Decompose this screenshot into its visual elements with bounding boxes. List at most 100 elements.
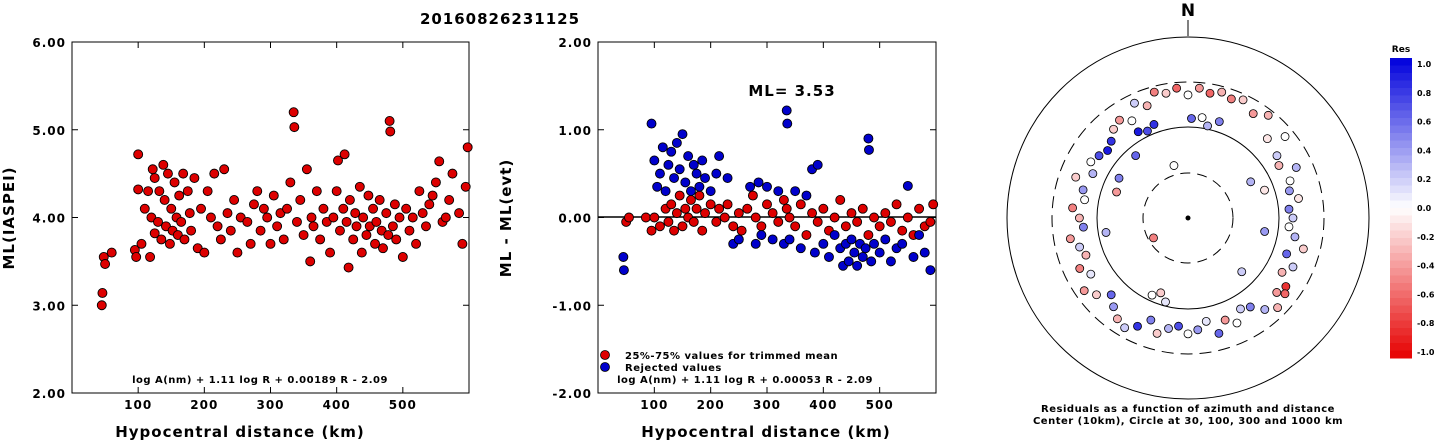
- polar-data-point: [1288, 213, 1298, 223]
- middle-data-point: [919, 247, 930, 258]
- colorbar-title: Res: [1392, 45, 1410, 55]
- middle-data-point: [902, 180, 913, 191]
- polar-data-point: [1146, 315, 1156, 325]
- colorbar-cell: [1390, 125, 1412, 134]
- middle-data-point: [680, 203, 691, 214]
- middle-data-point: [646, 225, 657, 236]
- left-data-point: [356, 247, 367, 258]
- middle-data-point: [680, 177, 691, 188]
- left-formula: log A(nm) + 1.11 log R + 0.00189 R - 2.0…: [132, 375, 388, 386]
- middle-data-point: [674, 164, 685, 175]
- left-data-point: [245, 238, 256, 249]
- polar-data-point: [1086, 269, 1096, 279]
- polar-data-point: [1152, 328, 1162, 338]
- left-data-point: [391, 234, 402, 245]
- middle-data-point: [801, 230, 812, 241]
- left-data-point: [385, 126, 396, 137]
- left-data-point: [335, 225, 345, 236]
- polar-data-point: [1298, 244, 1308, 254]
- polar-caption-2: Center (10km), Circle at 30, 100, 300 an…: [1033, 416, 1343, 427]
- middle-data-point: [677, 129, 688, 140]
- middle-data-point: [728, 221, 739, 232]
- middle-data-point: [829, 212, 840, 223]
- left-data-point: [100, 259, 111, 269]
- polar-data-point: [1272, 288, 1282, 297]
- left-data-point: [397, 252, 408, 262]
- middle-data-point: [843, 256, 854, 267]
- colorbar-tick-label: 0.6: [1417, 118, 1432, 127]
- polar-data-point: [1214, 328, 1224, 338]
- left-data-point: [184, 208, 195, 219]
- left-data-point: [255, 225, 266, 236]
- middle-data-point: [908, 252, 919, 262]
- middle-data-point: [773, 216, 784, 227]
- legend-swatch-trimmed: [600, 350, 610, 360]
- middle-data-point: [624, 212, 634, 223]
- colorbar-cell: [1390, 140, 1412, 149]
- colorbar-cell: [1390, 230, 1412, 239]
- middle-data-point: [880, 234, 891, 245]
- left-data-point: [427, 190, 438, 201]
- middle-data-point: [722, 173, 733, 183]
- left-data-point: [344, 194, 355, 205]
- colorbar-tick-label: -0.2: [1417, 233, 1435, 242]
- colorbar-cell: [1390, 80, 1412, 89]
- left-data-point: [106, 247, 117, 258]
- polar-data-point: [1220, 315, 1230, 325]
- left-data-point: [162, 168, 173, 179]
- left-data-point: [430, 177, 441, 188]
- left-x-tick-label: 100: [124, 398, 152, 412]
- left-data-point: [358, 212, 369, 223]
- middle-data-point: [711, 216, 722, 227]
- left-data-point: [308, 221, 319, 232]
- left-data-point: [387, 221, 398, 232]
- colorbar-tick-label: 0.0: [1417, 204, 1432, 213]
- middle-data-point: [778, 194, 789, 205]
- middle-data-point: [801, 190, 812, 201]
- middle-axis-ticks: 100 200 300 400 500 -2.00 -1.00 0.00 1.00 2.00: [552, 36, 936, 412]
- polar-data-point: [1075, 264, 1085, 273]
- left-data-point: [186, 225, 197, 236]
- polar-data-point: [1103, 146, 1112, 155]
- middle-data-point: [694, 190, 705, 201]
- colorbar-cell: [1390, 163, 1412, 171]
- polar-data-point: [1113, 314, 1122, 324]
- middle-data-point: [705, 186, 716, 197]
- polar-data-point: [1169, 161, 1179, 170]
- left-y-tick-label: 6.00: [32, 36, 66, 50]
- polar-data-point: [1263, 110, 1273, 120]
- colorbar-cell: [1390, 260, 1412, 269]
- middle-data-point: [686, 186, 696, 197]
- left-y-tick-label: 3.00: [32, 299, 66, 313]
- middle-data-point: [756, 230, 767, 241]
- polar-data-point: [1149, 87, 1159, 97]
- left-data-point: [460, 181, 471, 192]
- left-data-point: [166, 203, 177, 214]
- colorbar-cell: [1390, 343, 1412, 351]
- left-data-point: [305, 256, 316, 267]
- polar-data-point: [1290, 232, 1300, 242]
- colorbar-cell: [1390, 253, 1412, 261]
- polar-data-point: [1282, 249, 1292, 259]
- left-data-point: [147, 164, 158, 175]
- left-data-point: [454, 208, 465, 219]
- colorbar-cell: [1390, 305, 1412, 314]
- polar-data-point: [1272, 151, 1282, 161]
- polar-data-point: [1079, 222, 1088, 232]
- polar-data-point: [1284, 222, 1294, 232]
- polar-residual-chart: N Residuals as a function of azimuth and…: [1006, 1, 1370, 427]
- polar-data-point: [1232, 318, 1242, 328]
- polar-data-point: [1080, 195, 1090, 205]
- middle-data-point: [790, 186, 801, 197]
- colorbar-cell: [1390, 95, 1412, 104]
- polar-data-point: [1131, 151, 1141, 161]
- polar-data-point: [1133, 127, 1143, 137]
- middle-data-point: [835, 194, 846, 205]
- left-data-point: [421, 221, 431, 232]
- left-data-point: [384, 116, 395, 126]
- left-data-point: [289, 122, 300, 133]
- middle-data-point: [705, 199, 716, 210]
- middle-data-point: [691, 168, 702, 179]
- middle-data-point: [697, 225, 708, 236]
- polar-data-point: [1143, 126, 1152, 136]
